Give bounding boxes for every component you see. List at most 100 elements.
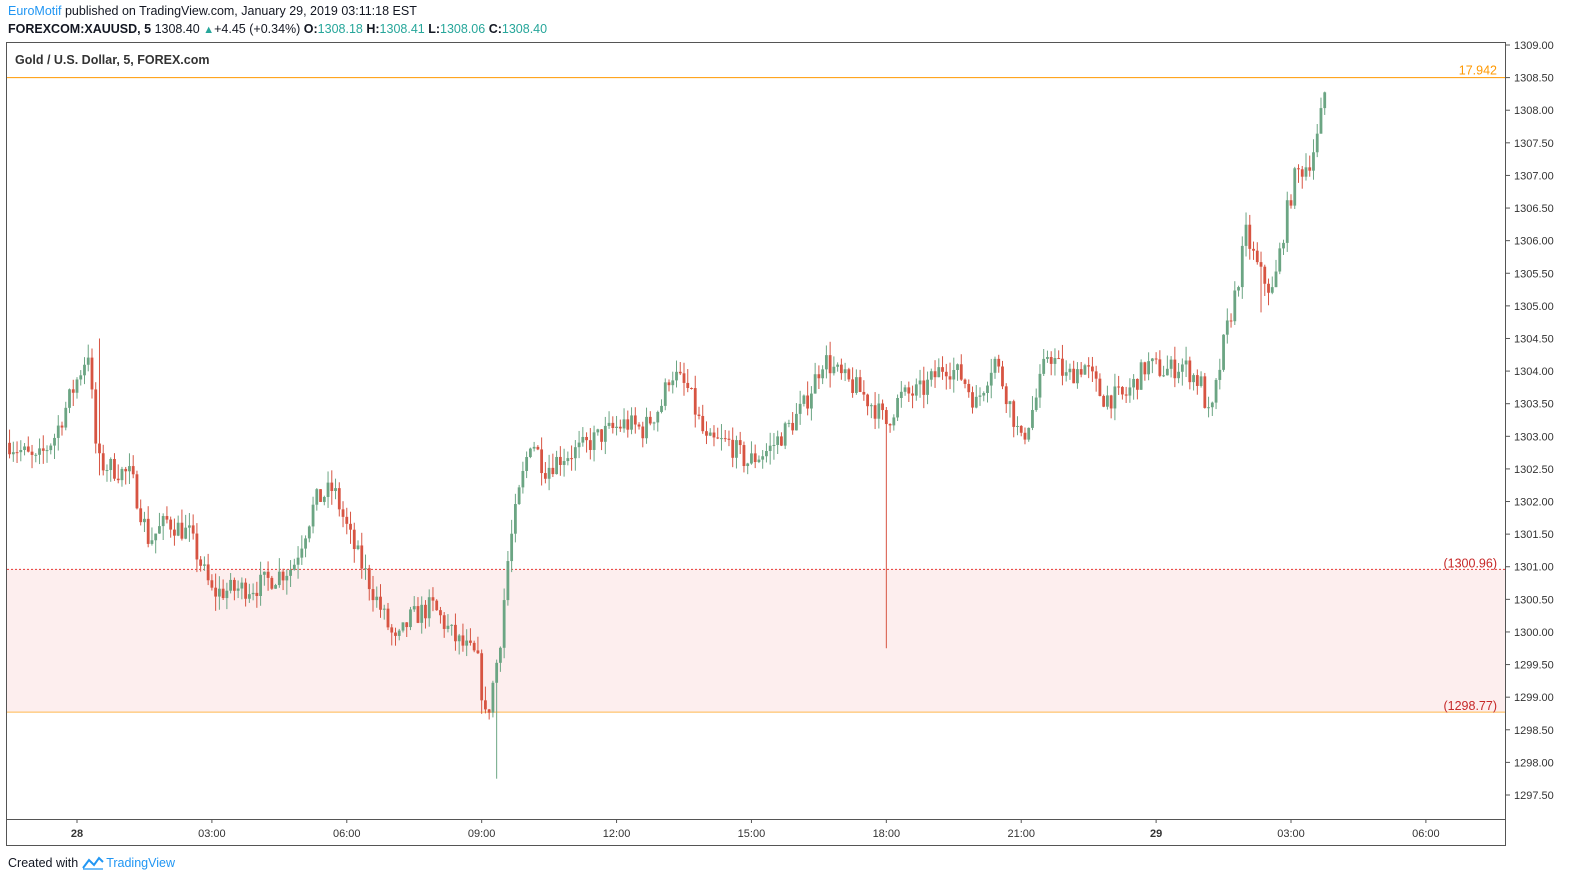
candle-body xyxy=(120,468,124,481)
candle xyxy=(731,427,735,468)
candle xyxy=(71,379,75,407)
y-tick-label: 1299.00 xyxy=(1514,692,1554,704)
candle xyxy=(858,369,862,393)
candle-body xyxy=(240,582,244,589)
candle xyxy=(1169,356,1173,378)
candle-body xyxy=(101,453,105,471)
candle-body xyxy=(236,588,240,591)
candle xyxy=(1225,308,1229,344)
candle-body xyxy=(210,580,214,588)
candle-body xyxy=(798,403,802,414)
candle-body xyxy=(131,466,135,475)
candle-body xyxy=(19,450,23,453)
candle xyxy=(1297,164,1300,183)
candle xyxy=(330,470,334,505)
candle xyxy=(899,381,903,408)
candle-body xyxy=(322,496,326,502)
candle xyxy=(547,454,551,491)
candle-body xyxy=(1012,401,1016,427)
candle-body xyxy=(506,561,510,601)
candle xyxy=(693,375,697,428)
candle xyxy=(420,596,424,634)
candle xyxy=(1229,313,1233,328)
candle xyxy=(798,390,802,425)
candle-body xyxy=(682,373,686,383)
candle-body xyxy=(1143,362,1147,375)
y-tick-label: 1302.00 xyxy=(1514,497,1554,509)
candle xyxy=(56,415,60,451)
candle-body xyxy=(596,429,600,433)
candle xyxy=(907,381,911,402)
candle-body xyxy=(974,396,978,408)
candle-body xyxy=(989,372,993,386)
candle xyxy=(513,493,517,543)
candle xyxy=(8,429,11,459)
created-with-label: Created with xyxy=(8,856,79,870)
candle xyxy=(109,457,113,482)
candle-body xyxy=(783,423,787,446)
candle xyxy=(720,424,723,451)
candle-body xyxy=(1270,287,1274,293)
candle-body xyxy=(439,610,442,616)
candle-body xyxy=(90,357,94,390)
candle-body xyxy=(1034,397,1038,410)
candle-body xyxy=(135,474,139,509)
candle-body xyxy=(881,403,884,411)
candle-body xyxy=(1019,425,1023,433)
candle-body xyxy=(1252,248,1255,251)
candle-body xyxy=(1192,375,1195,383)
candle-body xyxy=(1132,378,1136,388)
symbol-label: FOREXCOM:XAUUSD, 5 xyxy=(8,22,152,36)
candle-body xyxy=(1053,358,1057,364)
candle xyxy=(202,556,206,571)
candle xyxy=(105,464,109,482)
x-tick-label: 06:00 xyxy=(1412,828,1440,840)
candle xyxy=(236,580,240,599)
candle xyxy=(457,633,461,655)
candle-body xyxy=(731,439,735,458)
candle xyxy=(645,407,648,444)
candle xyxy=(877,393,881,429)
candle xyxy=(1031,396,1034,431)
candle xyxy=(967,379,971,398)
author-link[interactable]: EuroMotif xyxy=(8,4,62,18)
candle xyxy=(315,488,319,511)
candle xyxy=(1293,166,1297,209)
candle xyxy=(143,511,146,533)
candle xyxy=(352,522,356,563)
candle xyxy=(1270,276,1274,295)
candle xyxy=(45,445,49,463)
horizontal-line-label: 17.942 xyxy=(1459,64,1497,78)
candle-body xyxy=(371,589,375,601)
candle xyxy=(1004,383,1008,414)
candle xyxy=(678,361,682,376)
candle xyxy=(1094,365,1098,392)
candle xyxy=(285,569,289,595)
candle xyxy=(1076,362,1079,389)
candle xyxy=(491,680,495,718)
candle xyxy=(83,357,86,385)
candle-body xyxy=(367,568,371,590)
candle xyxy=(873,392,877,430)
candle-body xyxy=(450,624,454,626)
candle xyxy=(502,588,506,659)
candle-body xyxy=(1042,358,1046,374)
candle xyxy=(409,606,412,631)
candle xyxy=(169,516,173,538)
candle xyxy=(1023,427,1027,445)
candle xyxy=(735,435,738,469)
candle xyxy=(1188,356,1192,390)
candle-body xyxy=(94,389,98,444)
candle xyxy=(135,470,139,510)
footer: Created with TradingView xyxy=(8,856,175,870)
tradingview-brand[interactable]: TradingView xyxy=(106,856,175,870)
candle xyxy=(525,451,529,479)
candle xyxy=(765,443,768,463)
candle xyxy=(1165,355,1169,376)
candle-body xyxy=(963,379,967,384)
candle xyxy=(259,561,262,606)
candle xyxy=(592,425,596,462)
candle-body xyxy=(349,523,352,530)
candle xyxy=(652,421,656,431)
